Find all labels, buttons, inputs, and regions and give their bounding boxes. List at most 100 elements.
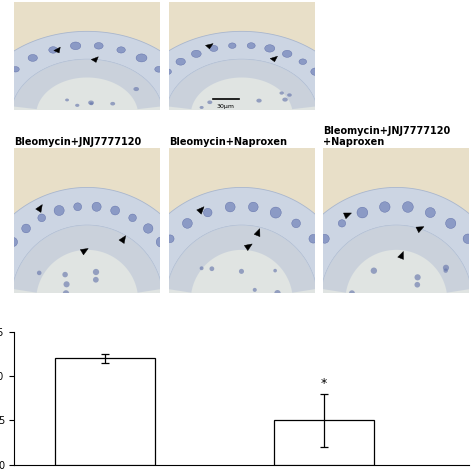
Circle shape [22,224,30,233]
Polygon shape [320,225,472,301]
Circle shape [93,269,99,275]
Circle shape [64,281,70,287]
Polygon shape [12,225,162,293]
Circle shape [371,267,377,274]
Circle shape [253,288,257,292]
Circle shape [273,269,277,273]
Circle shape [153,80,162,87]
Polygon shape [14,2,160,109]
Circle shape [12,66,19,72]
Circle shape [0,254,7,262]
Circle shape [338,219,346,227]
Circle shape [200,266,203,270]
Polygon shape [129,31,354,106]
Circle shape [349,290,355,296]
Circle shape [88,100,94,105]
Circle shape [380,202,390,212]
Circle shape [37,271,42,275]
Polygon shape [244,244,252,251]
Circle shape [166,235,174,243]
Circle shape [283,98,288,101]
Circle shape [425,208,435,218]
Circle shape [8,237,18,246]
Circle shape [167,254,176,262]
Circle shape [144,224,153,233]
Circle shape [49,46,58,53]
Circle shape [191,50,201,57]
Polygon shape [36,205,42,212]
Circle shape [38,214,46,222]
Polygon shape [205,44,213,49]
Polygon shape [0,31,200,106]
Circle shape [463,234,473,244]
Circle shape [90,102,93,105]
Circle shape [166,79,177,87]
Circle shape [311,68,321,75]
Polygon shape [166,59,318,115]
Circle shape [133,87,139,91]
Circle shape [111,206,119,215]
Polygon shape [80,248,88,255]
Polygon shape [11,225,163,301]
Bar [55,358,155,465]
Polygon shape [270,56,277,62]
Circle shape [70,42,81,50]
Circle shape [74,203,82,211]
Circle shape [129,214,137,222]
Circle shape [225,202,235,212]
Text: *: * [320,377,327,390]
Circle shape [443,264,449,271]
Circle shape [444,268,448,273]
Circle shape [200,106,204,109]
Text: Bleomycin+Naproxen: Bleomycin+Naproxen [169,137,287,147]
Polygon shape [0,187,200,289]
Polygon shape [54,47,60,53]
Polygon shape [321,225,471,293]
Circle shape [63,290,69,297]
Circle shape [75,104,79,107]
Circle shape [154,254,161,262]
Circle shape [0,80,8,87]
Polygon shape [344,213,352,219]
Circle shape [203,208,212,217]
Polygon shape [167,59,317,109]
Circle shape [247,43,255,49]
Circle shape [283,50,292,57]
Polygon shape [284,187,474,289]
Circle shape [239,269,244,274]
Text: Bleomycin+JNJ7777120: Bleomycin+JNJ7777120 [14,137,141,147]
Circle shape [292,219,301,228]
Circle shape [322,80,330,86]
Circle shape [299,59,307,64]
Circle shape [156,237,166,247]
Circle shape [63,272,68,277]
Circle shape [256,99,262,102]
Circle shape [207,100,212,104]
Circle shape [228,43,236,48]
Circle shape [210,46,218,52]
Circle shape [357,207,368,218]
Circle shape [248,202,258,212]
Circle shape [307,253,317,263]
Circle shape [92,202,101,211]
Circle shape [182,219,192,228]
Circle shape [210,266,214,271]
Circle shape [110,102,115,106]
Circle shape [155,66,163,72]
Polygon shape [129,187,354,289]
Polygon shape [416,227,424,233]
Circle shape [65,99,69,101]
Circle shape [94,43,103,49]
Text: 30μm: 30μm [217,104,235,109]
Circle shape [136,54,147,62]
Circle shape [117,47,125,53]
Circle shape [414,282,420,288]
Circle shape [54,206,64,216]
Polygon shape [119,236,126,244]
Polygon shape [91,57,98,63]
Polygon shape [169,148,315,293]
Circle shape [280,91,284,95]
Polygon shape [166,225,318,301]
Circle shape [309,235,318,243]
Circle shape [176,58,185,65]
